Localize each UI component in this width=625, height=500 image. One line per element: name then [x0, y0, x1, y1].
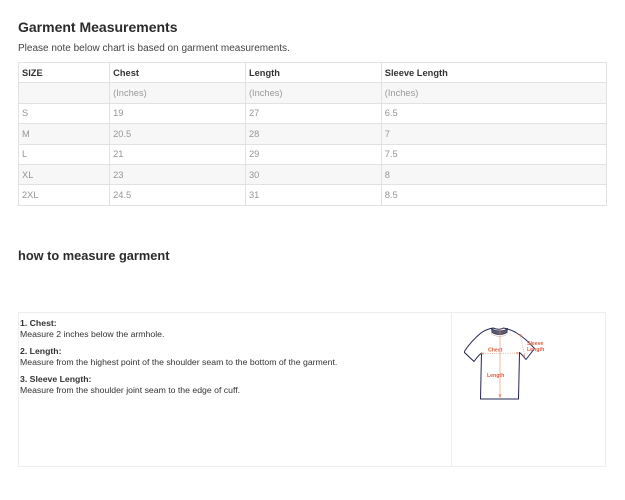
- svg-text:Length: Length: [527, 347, 544, 353]
- svg-text:Chest: Chest: [488, 348, 503, 354]
- svg-text:Length: Length: [487, 373, 504, 379]
